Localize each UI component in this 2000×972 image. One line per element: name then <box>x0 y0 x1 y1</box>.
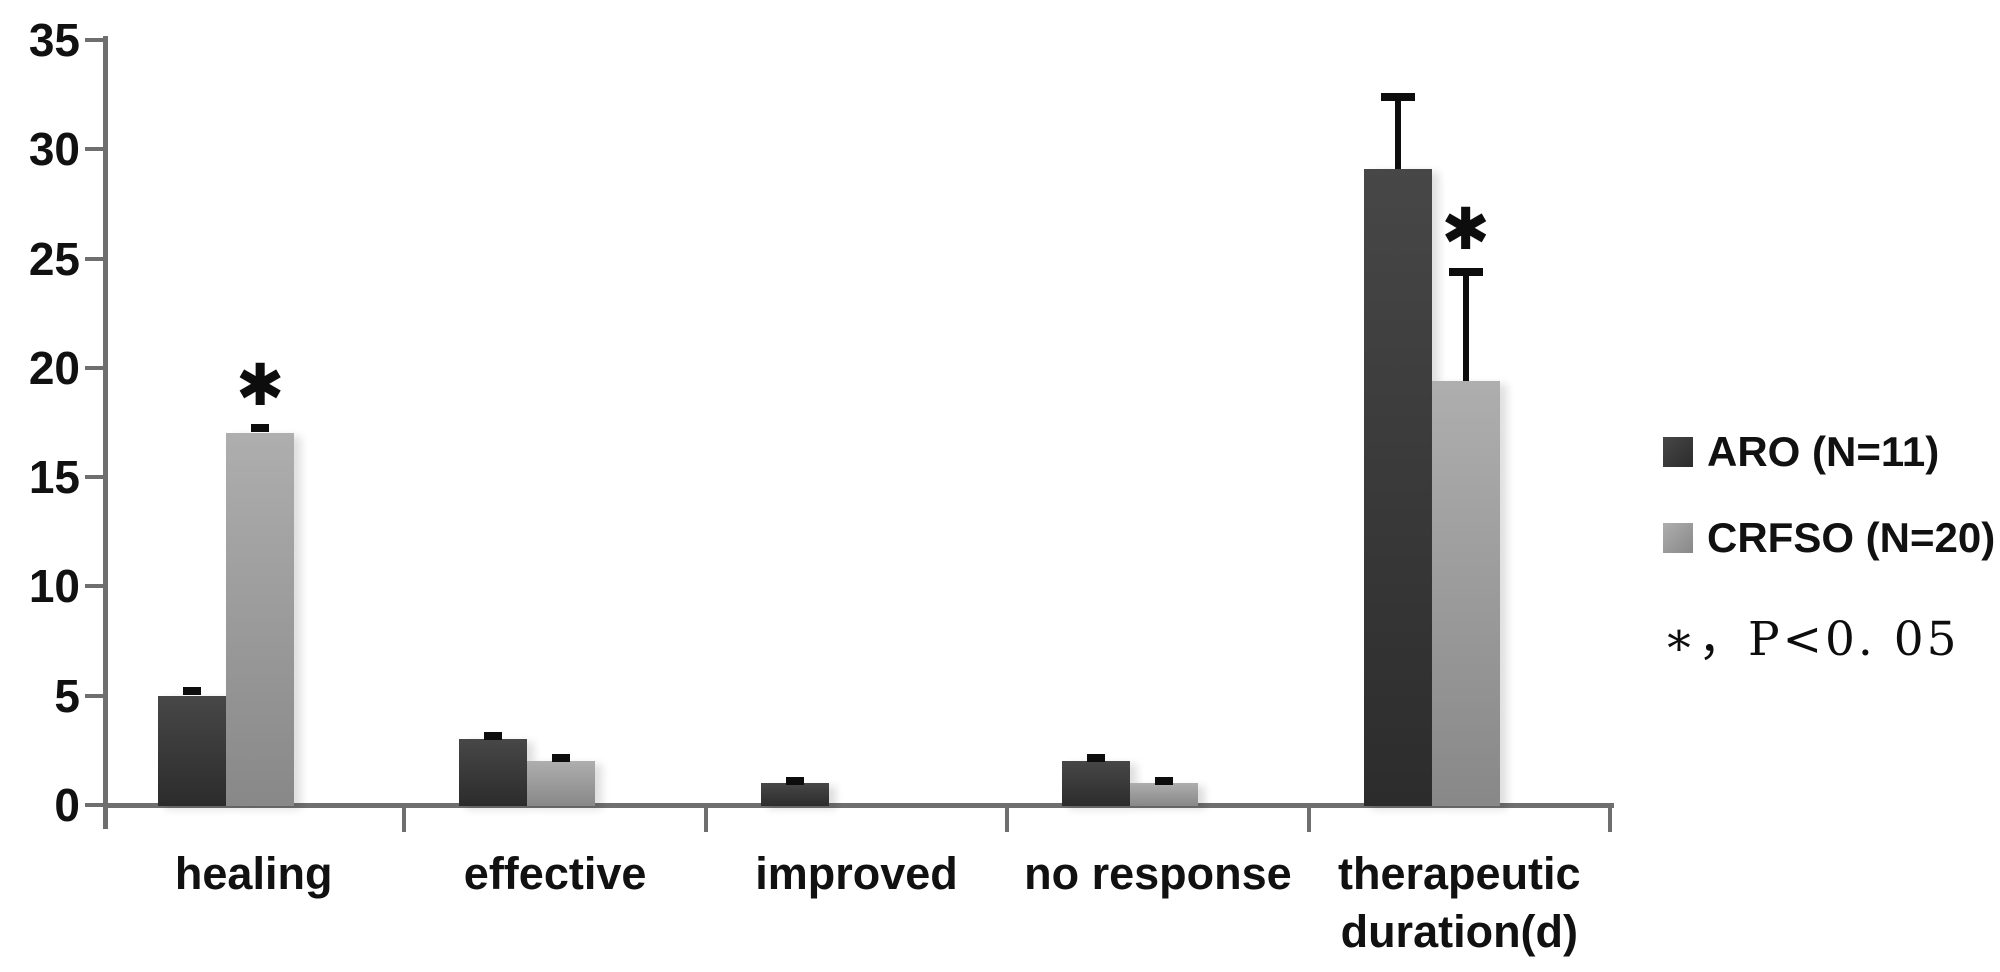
y-tick-label: 30 <box>28 123 80 176</box>
x-axis-tick <box>1306 806 1311 832</box>
x-axis <box>103 803 1614 808</box>
y-axis-tick <box>85 584 103 589</box>
y-tick-label: 35 <box>28 14 80 66</box>
error-bar-cap <box>1155 776 1174 785</box>
error-bar-cap <box>1380 92 1415 101</box>
x-axis-tick <box>1608 806 1612 832</box>
legend-swatch-crfso-icon <box>1663 523 1693 553</box>
error-bar-cap <box>1448 267 1483 276</box>
bar-aro-0 <box>158 695 226 806</box>
bar-aro-1 <box>459 739 528 806</box>
significance-asterisk: ✱ <box>235 350 285 419</box>
x-category-label: healing <box>174 848 333 899</box>
error-bar-cap <box>251 423 269 432</box>
error-bar-cap <box>183 687 201 696</box>
error-bar-cap <box>552 754 571 762</box>
bar-aro-2 <box>760 783 829 806</box>
y-axis-tick <box>85 803 103 807</box>
y-tick-label: 20 <box>28 341 80 394</box>
y-axis-tick <box>85 256 103 261</box>
y-axis-tick <box>85 38 103 42</box>
significance-asterisk: ✱ <box>1441 194 1490 263</box>
bar-aro-3 <box>1062 761 1131 806</box>
x-axis-tick <box>402 806 407 832</box>
y-tick-label: 0 <box>54 779 80 831</box>
legend-item-aro: ARO (N=11) <box>1663 428 1995 476</box>
x-category-label: no response <box>1024 848 1292 899</box>
legend-label-aro: ARO (N=11) <box>1707 428 1940 475</box>
legend-item-crfso: CRFSO (N=20) <box>1663 514 1995 562</box>
y-axis-tick <box>85 365 103 370</box>
significance-note: ∗，P<0. 05 <box>1663 612 1960 667</box>
error-bar-cap <box>785 776 804 785</box>
x-category-label: effective <box>463 848 647 899</box>
y-tick-label: 25 <box>28 232 80 285</box>
legend-label-crfso: CRFSO (N=20) <box>1707 514 1996 561</box>
error-bar-line <box>1394 96 1401 169</box>
x-category-label: improved <box>755 848 958 899</box>
x-axis-tick <box>1005 806 1010 832</box>
y-axis-tick <box>85 693 103 698</box>
y-tick-label: 15 <box>28 451 80 504</box>
legend-swatch-aro-icon <box>1663 437 1693 467</box>
x-category-label: therapeutic duration(d) <box>1338 848 1581 957</box>
y-axis <box>103 36 108 829</box>
bar-crfso-1 <box>527 761 596 806</box>
y-tick-label: 5 <box>54 669 80 722</box>
bar-crfso-3 <box>1130 783 1199 806</box>
y-tick-label: 10 <box>28 560 80 613</box>
bar-crfso-4 <box>1431 380 1500 806</box>
legend: ARO (N=11) CRFSO (N=20) ∗，P<0. 05 <box>1663 428 1995 669</box>
x-axis-tick <box>703 806 708 832</box>
error-bar-line <box>1462 271 1469 381</box>
y-axis-tick <box>85 475 103 480</box>
y-axis-tick <box>85 147 103 152</box>
error-bar-cap <box>484 732 503 741</box>
error-bar-cap <box>1087 754 1106 762</box>
bar-crfso-0 <box>226 433 294 806</box>
bar-aro-4 <box>1363 168 1432 806</box>
